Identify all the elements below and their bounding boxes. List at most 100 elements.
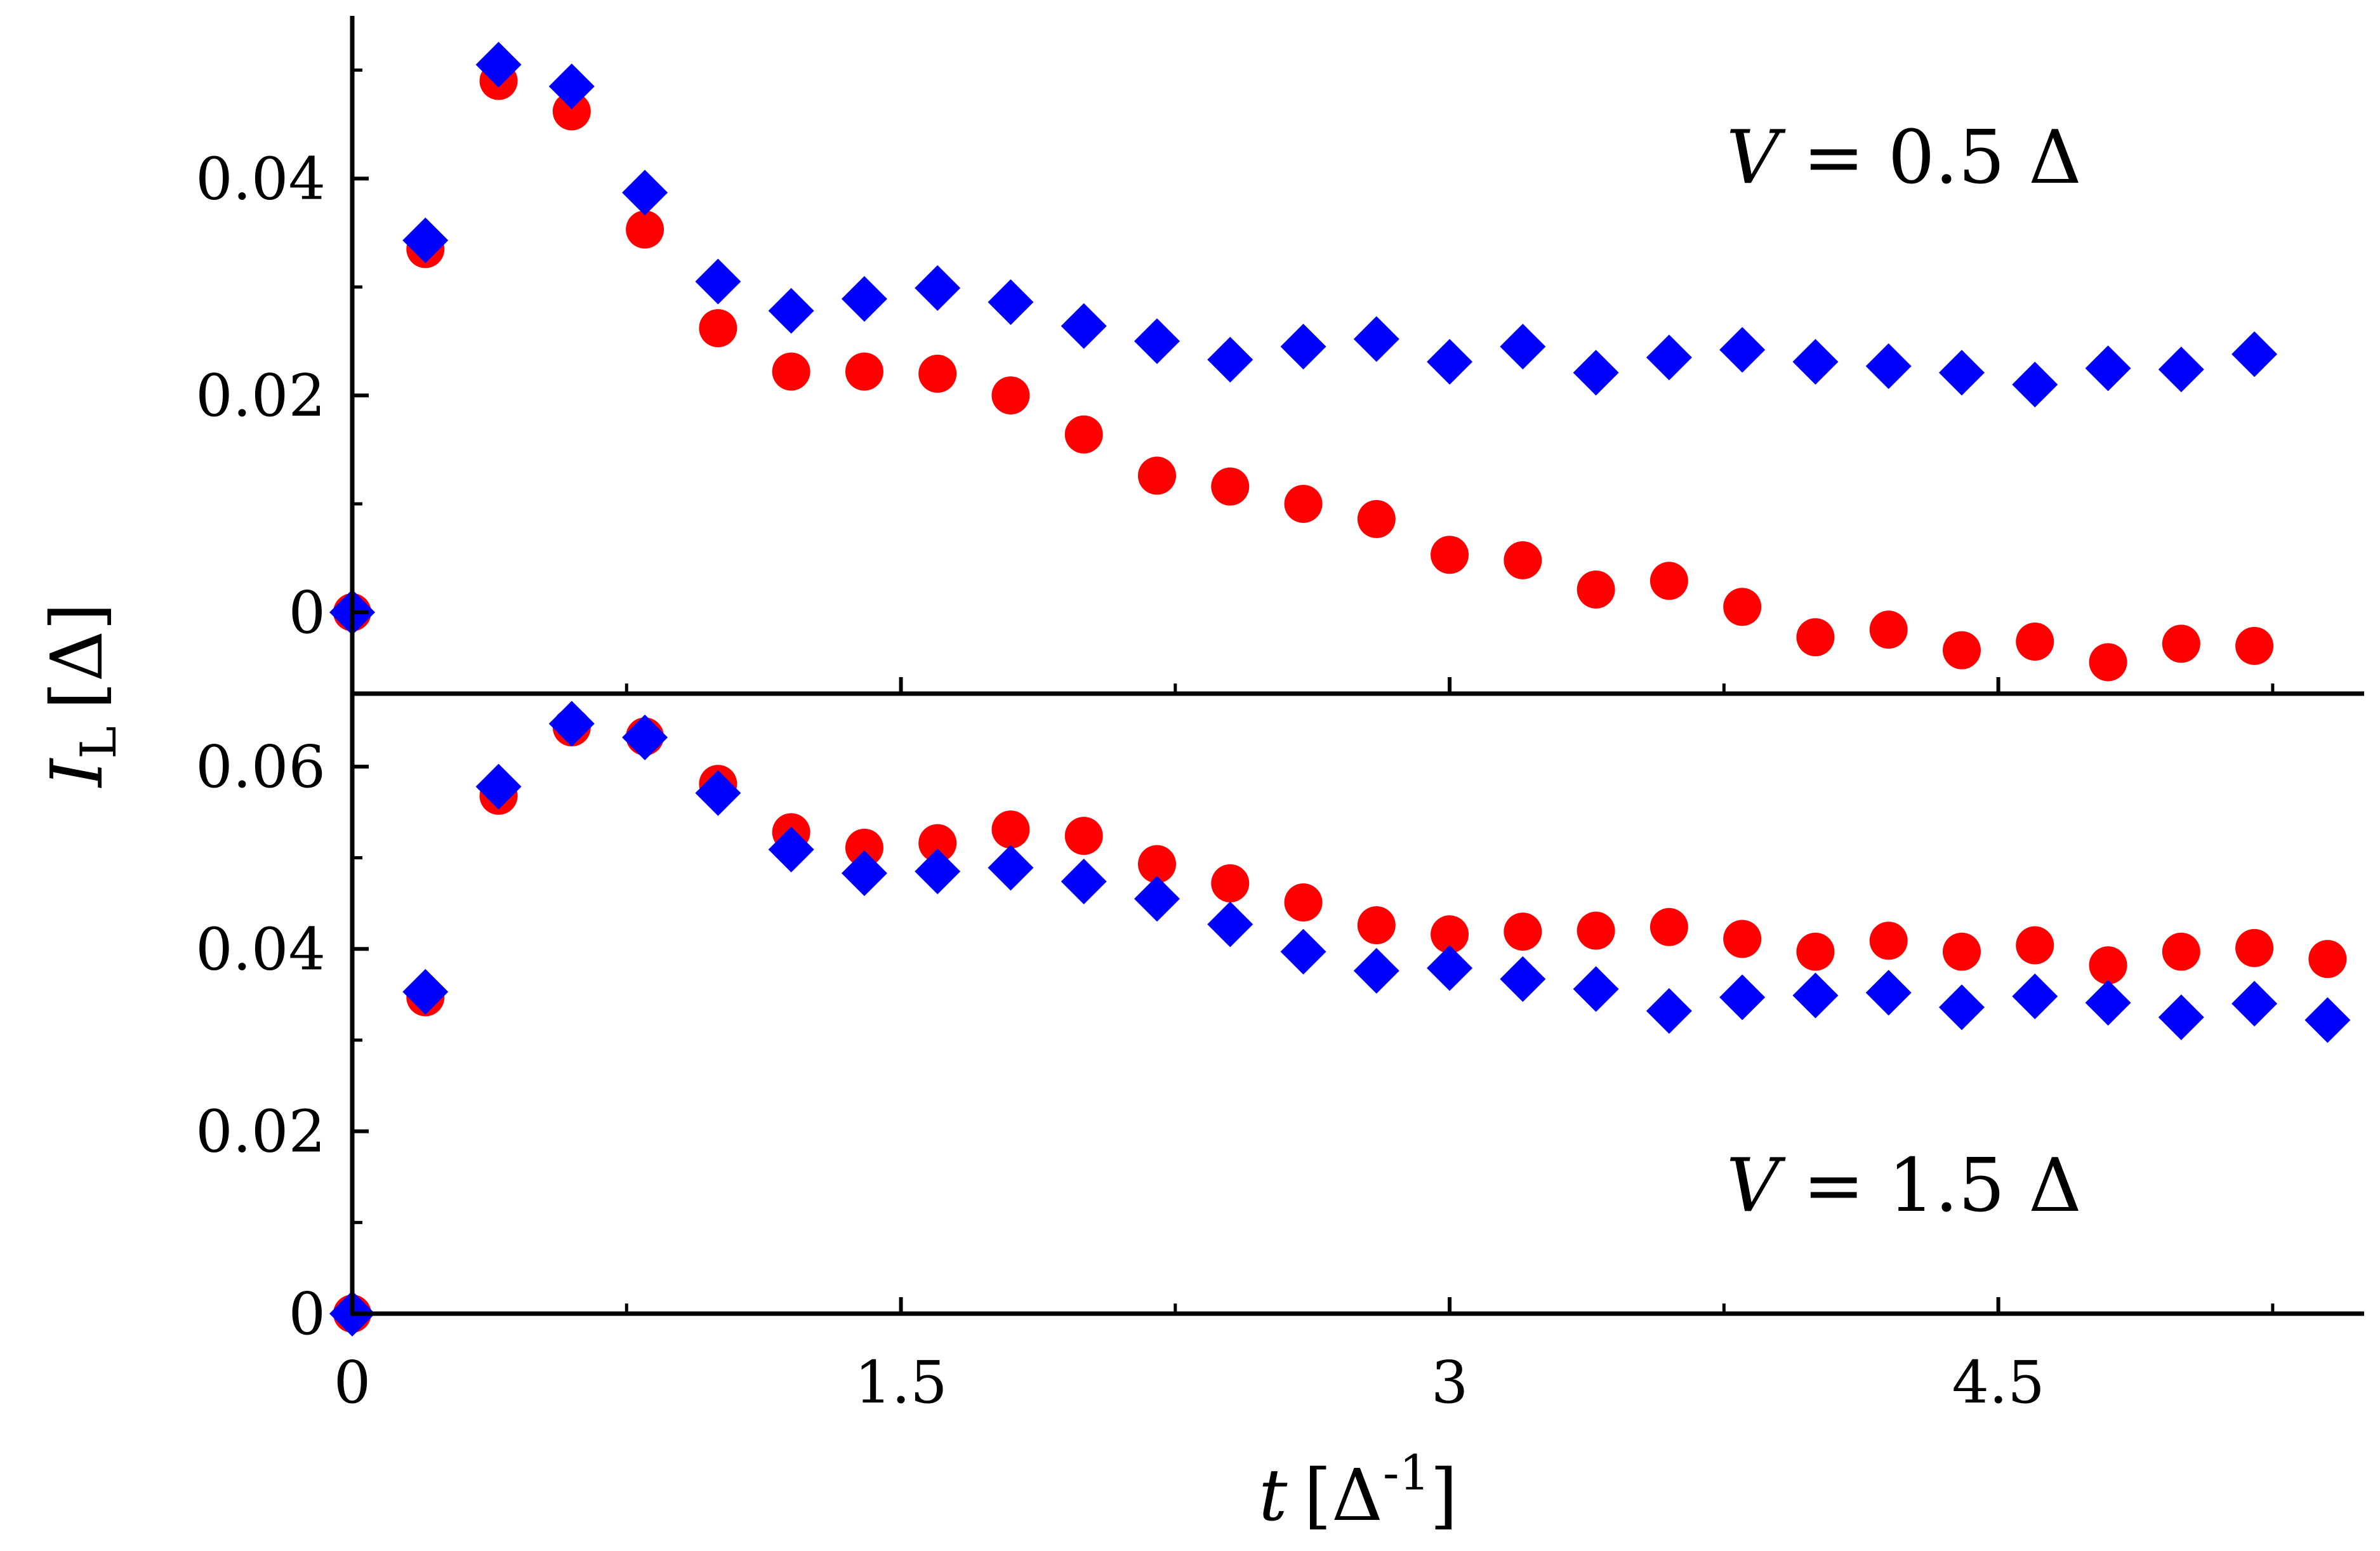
data-point-circle-bottom	[1796, 932, 1835, 971]
data-point-diamond-top	[1865, 343, 1912, 389]
data-point-circle-top	[991, 376, 1030, 415]
x-tick-label: 3	[1431, 1349, 1469, 1416]
data-point-diamond-bottom	[1134, 876, 1180, 922]
data-point-diamond-top	[402, 217, 449, 263]
x-axis-title-unit-open: [Δ	[1304, 1455, 1383, 1537]
data-point-circle-top	[1357, 499, 1396, 538]
data-point-circle-top	[626, 210, 664, 249]
data-point-diamond-top	[2231, 331, 2278, 378]
data-point-diamond-top	[548, 63, 595, 110]
data-point-circle-bottom	[2235, 928, 2274, 967]
data-point-circle-bottom	[1211, 864, 1250, 902]
data-point-diamond-top	[1061, 303, 1107, 349]
data-point-diamond-top	[1207, 336, 1253, 383]
data-point-circle-top	[845, 352, 883, 391]
data-point-diamond-bottom	[2304, 997, 2351, 1043]
data-point-circle-bottom	[1138, 845, 1176, 883]
data-point-circle-bottom	[2016, 926, 2054, 965]
panel-bottom: 0 0.02 0.04 0.06 0 1.5 3 4.5 V = 1.5 Δ	[195, 694, 2364, 1416]
data-point-circle-bottom	[1649, 908, 1688, 946]
data-point-circle-bottom	[1357, 906, 1396, 944]
data-point-diamond-bottom	[2231, 980, 2278, 1027]
data-point-circle-bottom	[2162, 932, 2200, 971]
y-axis-title: IL [Δ]	[36, 603, 128, 788]
data-point-diamond-top	[1280, 324, 1326, 370]
x-tick-label: 0	[334, 1349, 371, 1416]
data-point-circle-top	[1284, 484, 1323, 523]
data-point-diamond-bottom	[475, 763, 522, 810]
data-point-diamond-top	[1427, 339, 1473, 385]
y-tick-label-top: 0	[288, 579, 326, 647]
data-point-circle-top	[2162, 624, 2200, 663]
x-tick-label: 4.5	[1952, 1349, 2044, 1416]
data-point-diamond-top	[988, 279, 1034, 326]
data-point-circle-top	[1431, 536, 1469, 574]
data-point-diamond-bottom	[1719, 974, 1766, 1020]
data-point-diamond-top	[695, 258, 741, 305]
data-point-diamond-top	[1646, 334, 1692, 381]
data-point-circle-bottom	[1577, 911, 1615, 950]
annotation-top-eq: = 0.5 Δ	[1780, 115, 2082, 201]
data-point-circle-bottom	[2308, 940, 2347, 979]
data-point-circle-bottom	[991, 810, 1030, 849]
data-point-circle-top	[918, 354, 957, 393]
annotation-bottom-var: V	[1726, 1143, 1786, 1229]
data-point-diamond-bottom	[1207, 901, 1253, 947]
data-point-circle-bottom	[1431, 915, 1469, 954]
data-point-diamond-bottom	[915, 848, 961, 895]
data-point-circle-bottom	[2089, 946, 2127, 985]
data-point-diamond-top	[1500, 324, 1546, 370]
data-point-diamond-bottom	[1280, 928, 1326, 975]
data-point-diamond-top	[1353, 316, 1399, 362]
y-tick-label-top: 0.04	[195, 145, 326, 213]
annotation-bottom: V = 1.5 Δ	[1726, 1143, 2082, 1229]
data-point-diamond-bottom	[1427, 945, 1473, 991]
data-point-diamond-bottom	[1353, 947, 1399, 994]
x-tick-label: 1.5	[854, 1349, 947, 1416]
y-axis-title-unit: [Δ]	[36, 603, 119, 710]
panel-top: 0 0.02 0.04 V = 0.5 Δ	[195, 16, 2364, 696]
data-point-circle-top	[1649, 562, 1688, 600]
data-point-circle-top	[1577, 570, 1615, 609]
y-tick-label-top: 0.02	[195, 362, 326, 430]
data-point-circle-bottom	[1064, 817, 1103, 855]
data-point-circle-top	[2235, 626, 2274, 665]
data-point-diamond-bottom	[548, 701, 595, 747]
annotation-top-var: V	[1726, 115, 1786, 201]
data-point-diamond-bottom	[1646, 987, 1692, 1034]
data-point-diamond-bottom	[1061, 858, 1107, 904]
data-point-circle-bottom	[845, 828, 883, 867]
y-tick-label-bottom: 0.06	[195, 733, 326, 801]
x-axis-title: t [Δ-1]	[1259, 1444, 1457, 1537]
marks-bottom	[329, 701, 2351, 1336]
data-point-diamond-top	[1573, 350, 1619, 396]
data-point-diamond-bottom	[695, 770, 741, 816]
x-axis-title-unit-close: ]	[1430, 1455, 1458, 1537]
data-point-diamond-bottom	[1792, 972, 1839, 1019]
x-axis-title-symbol: t	[1259, 1455, 1288, 1537]
data-point-diamond-top	[2158, 346, 2204, 393]
y-axis-title-subscript: L	[70, 726, 128, 759]
data-point-diamond-bottom	[768, 826, 814, 873]
data-point-circle-bottom	[1284, 883, 1323, 922]
data-point-diamond-bottom	[1939, 984, 1985, 1031]
data-point-diamond-bottom	[841, 850, 887, 897]
data-point-diamond-top	[1939, 350, 1985, 396]
data-point-circle-top	[1869, 610, 1908, 649]
data-point-diamond-top	[2085, 345, 2131, 392]
data-point-diamond-bottom	[2012, 974, 2058, 1020]
data-point-diamond-bottom	[988, 845, 1034, 891]
data-point-circle-bottom	[918, 824, 957, 862]
data-point-diamond-top	[1719, 327, 1766, 373]
y-tick-label-bottom: 0	[288, 1280, 326, 1348]
y-axis-title-symbol: I	[36, 757, 119, 788]
data-point-diamond-top	[915, 265, 961, 311]
data-point-diamond-bottom	[1500, 956, 1546, 1002]
axes-bottom: 0 0.02 0.04 0.06 0 1.5 3 4.5	[195, 694, 2364, 1416]
annotation-top: V = 0.5 Δ	[1726, 115, 2082, 201]
y-tick-label-bottom: 0.04	[195, 915, 326, 983]
data-point-diamond-top	[768, 287, 814, 334]
data-point-circle-top	[1943, 631, 1981, 670]
axes-top: 0 0.02 0.04	[195, 16, 2364, 696]
